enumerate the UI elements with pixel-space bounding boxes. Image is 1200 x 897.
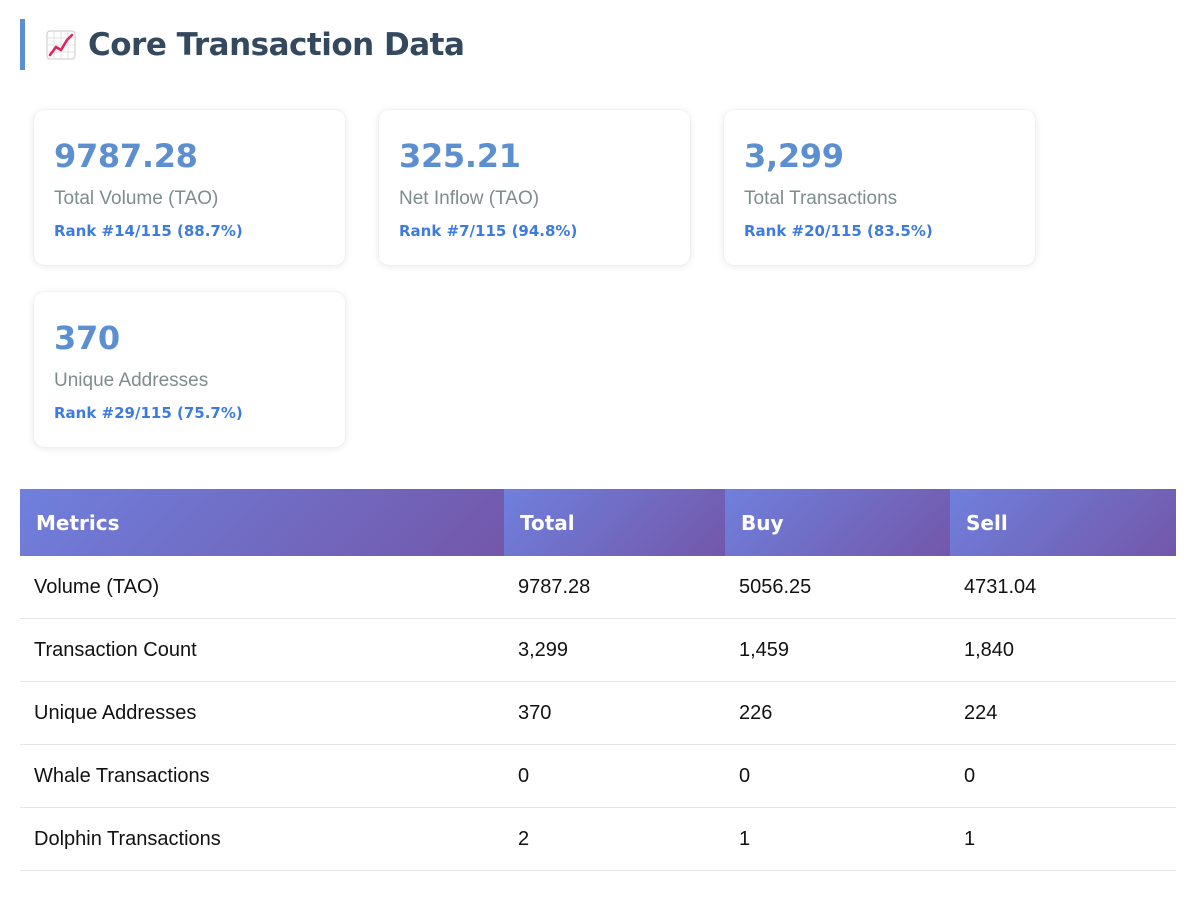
stat-card-net-inflow: 325.21 Net Inflow (TAO) Rank #7/115 (94.… — [379, 110, 690, 265]
table-cell: 0 — [504, 744, 725, 808]
table-row: Volume (TAO) 9787.28 5056.25 4731.04 — [20, 556, 1176, 619]
table-cell: 226 — [725, 681, 950, 745]
stat-value: 325.21 — [399, 137, 521, 175]
column-header-sell: Sell — [950, 489, 1176, 556]
stat-value: 3,299 — [744, 137, 844, 175]
stat-rank: Rank #20/115 (83.5%) — [744, 222, 933, 240]
page-title: Core Transaction Data — [88, 26, 465, 63]
stat-value: 370 — [54, 319, 120, 357]
table-cell: 3,299 — [504, 618, 725, 682]
stat-rank: Rank #7/115 (94.8%) — [399, 222, 578, 240]
stat-card-unique-addresses: 370 Unique Addresses Rank #29/115 (75.7%… — [34, 292, 345, 447]
column-header-buy: Buy — [725, 489, 950, 556]
stat-label: Unique Addresses — [54, 370, 209, 391]
table-cell: 224 — [950, 681, 1176, 745]
table-cell: Transaction Count — [20, 618, 504, 682]
table-cell: 2 — [504, 807, 725, 871]
stat-label: Total Volume (TAO) — [54, 188, 219, 209]
table-cell: 5056.25 — [725, 556, 950, 619]
table-header-row: Metrics Total Buy Sell — [20, 489, 1176, 556]
stat-rank: Rank #14/115 (88.7%) — [54, 222, 243, 240]
table-cell: 4731.04 — [950, 556, 1176, 619]
table-cell: 1,840 — [950, 618, 1176, 682]
stat-rank: Rank #29/115 (75.7%) — [54, 404, 243, 422]
stat-card-total-volume: 9787.28 Total Volume (TAO) Rank #14/115 … — [34, 110, 345, 265]
metrics-table: Metrics Total Buy Sell Volume (TAO) 9787… — [20, 489, 1176, 871]
table-cell: Whale Transactions — [20, 744, 504, 808]
table-cell: 1 — [950, 807, 1176, 871]
section-header: Core Transaction Data — [20, 19, 620, 70]
table-cell: 9787.28 — [504, 556, 725, 619]
stat-label: Net Inflow (TAO) — [399, 188, 540, 209]
table-cell: 1 — [725, 807, 950, 871]
table-row: Dolphin Transactions 2 1 1 — [20, 807, 1176, 871]
stat-label: Total Transactions — [744, 188, 898, 209]
stat-value: 9787.28 — [54, 137, 198, 175]
table-cell: Unique Addresses — [20, 681, 504, 745]
table-cell: 1,459 — [725, 618, 950, 682]
column-header-metrics: Metrics — [20, 489, 504, 556]
table-row: Whale Transactions 0 0 0 — [20, 744, 1176, 808]
table-cell: Volume (TAO) — [20, 556, 504, 619]
table-cell: 0 — [950, 744, 1176, 808]
chart-increasing-icon — [46, 30, 76, 60]
table-row: Unique Addresses 370 226 224 — [20, 681, 1176, 745]
table-cell: 370 — [504, 681, 725, 745]
column-header-total: Total — [504, 489, 725, 556]
table-row: Transaction Count 3,299 1,459 1,840 — [20, 618, 1176, 682]
table-cell: Dolphin Transactions — [20, 807, 504, 871]
table-cell: 0 — [725, 744, 950, 808]
stat-card-total-transactions: 3,299 Total Transactions Rank #20/115 (8… — [724, 110, 1035, 265]
